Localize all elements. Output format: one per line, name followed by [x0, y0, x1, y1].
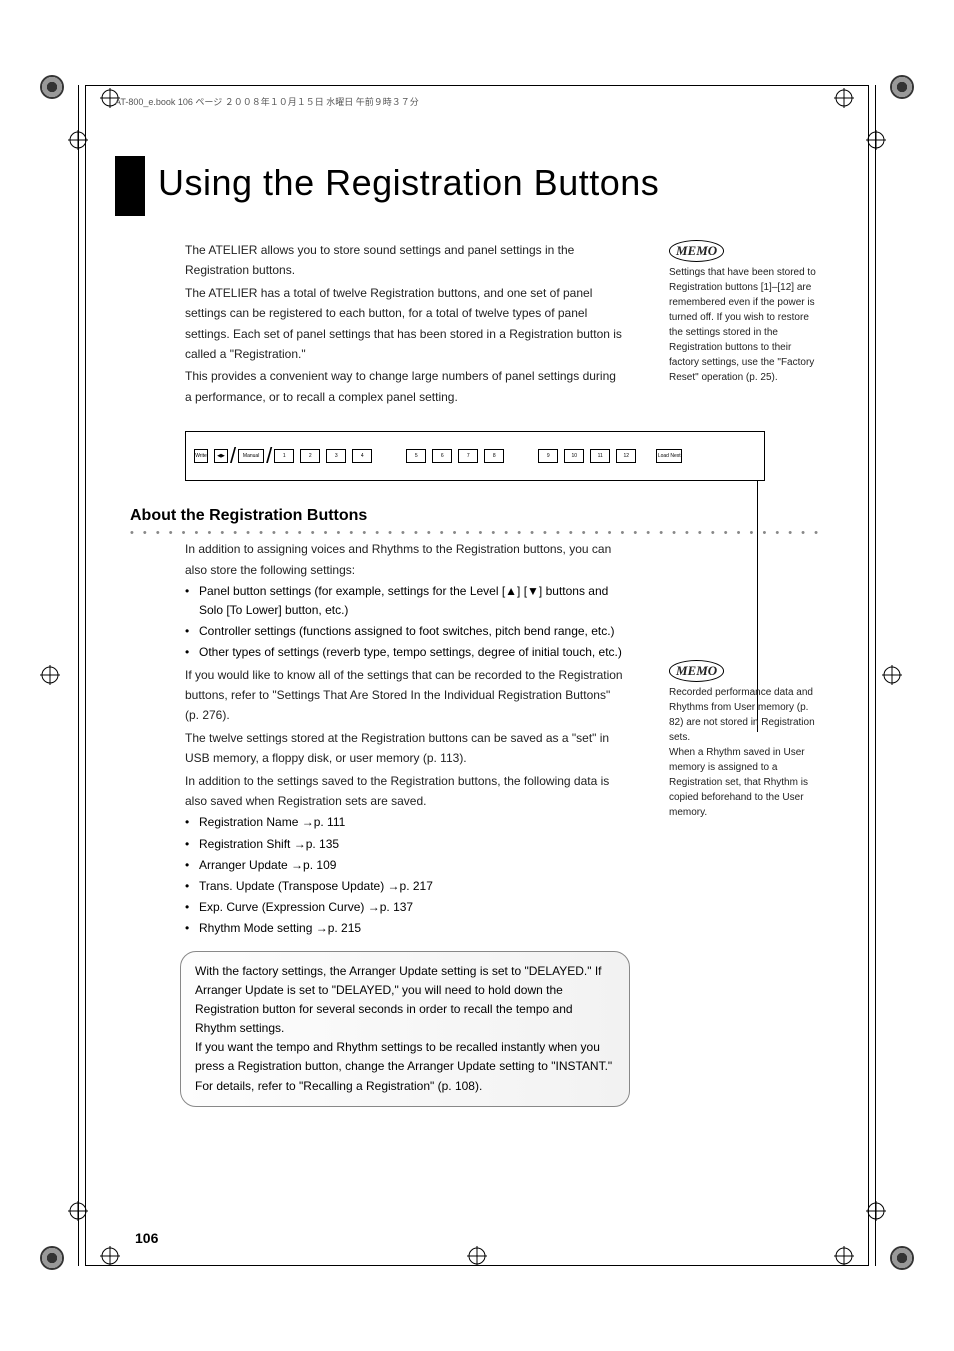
- dotted-rule: • • • • • • • • • • • • • • • • • • • • …: [130, 527, 824, 539]
- diag-num-button: 4: [352, 449, 372, 463]
- crop-mark-tr: [884, 75, 914, 105]
- page-title: Using the Registration Buttons: [158, 162, 659, 204]
- saved-data-list: Registration Name →p. 111 Registration S…: [185, 813, 625, 938]
- chapter-tab: [115, 156, 145, 216]
- diag-manual-button: Manual: [238, 449, 264, 463]
- page-number: 106: [135, 1230, 158, 1246]
- registration-mark: [866, 1201, 886, 1221]
- crop-mark-br: [884, 1246, 914, 1276]
- memo-sidebar: MEMO Recorded performance data and Rhyth…: [669, 660, 824, 820]
- list-item: Trans. Update (Transpose Update) →p. 217: [185, 877, 625, 896]
- diag-num-button: 5: [406, 449, 426, 463]
- callout-note: With the factory settings, the Arranger …: [180, 951, 630, 1107]
- diag-num-button: 12: [616, 449, 636, 463]
- list-item: Other types of settings (reverb type, te…: [185, 643, 625, 662]
- callout-paragraph: With the factory settings, the Arranger …: [195, 962, 615, 1039]
- intro-section: The ATELIER allows you to store sound se…: [185, 240, 625, 407]
- memo-text: Settings that have been stored to Regist…: [669, 265, 824, 385]
- list-item: Rhythm Mode setting →p. 215: [185, 919, 625, 938]
- body-paragraph: If you would like to know all of the set…: [185, 665, 625, 812]
- list-item: Registration Shift →p. 135: [185, 835, 625, 854]
- memo-sidebar: MEMO Settings that have been stored to R…: [669, 240, 824, 385]
- crop-mark-bl: [40, 1246, 70, 1276]
- list-item: Arranger Update →p. 109: [185, 856, 625, 875]
- diag-num-button: 9: [538, 449, 558, 463]
- intro-paragraph: The ATELIER allows you to store sound se…: [185, 240, 625, 281]
- registration-button-diagram: Write ◀▶ / Manual / 1 2 3 4 5 6 7 8 9 10…: [185, 431, 765, 481]
- diag-num-button: 2: [300, 449, 320, 463]
- diag-num-button: 11: [590, 449, 610, 463]
- diag-num-button: 8: [484, 449, 504, 463]
- crop-mark-tl: [40, 75, 70, 105]
- callout-paragraph: If you want the tempo and Rhythm setting…: [195, 1038, 615, 1096]
- memo-label: MEMO: [669, 240, 724, 262]
- settings-list: Panel button settings (for example, sett…: [185, 582, 625, 663]
- list-item: Controller settings (functions assigned …: [185, 622, 625, 641]
- intro-paragraph: The ATELIER has a total of twelve Regist…: [185, 283, 625, 365]
- memo-text: When a Rhythm saved in User memory is as…: [669, 745, 824, 820]
- intro-paragraph: This provides a convenient way to change…: [185, 366, 625, 407]
- memo-text: Recorded performance data and Rhythms fr…: [669, 685, 824, 745]
- diag-arrow-button: ◀▶: [214, 449, 228, 463]
- diag-num-button: 1: [274, 449, 294, 463]
- diag-num-button: 10: [564, 449, 584, 463]
- diag-num-button: 3: [326, 449, 346, 463]
- inner-margin-line: [875, 85, 876, 1266]
- memo-label: MEMO: [669, 660, 724, 682]
- diag-slash: /: [230, 443, 236, 469]
- diag-write-button: Write: [194, 449, 208, 463]
- registration-mark: [866, 130, 886, 150]
- diag-num-button: 6: [432, 449, 452, 463]
- registration-mark: [40, 665, 60, 685]
- section-heading: About the Registration Buttons: [130, 507, 824, 525]
- diag-load-button: Load Next: [656, 449, 682, 463]
- list-item: Exp. Curve (Expression Curve) →p. 137: [185, 898, 625, 917]
- diag-num-button: 7: [458, 449, 478, 463]
- body-paragraph: In addition to assigning voices and Rhyt…: [185, 539, 625, 580]
- registration-mark: [882, 665, 902, 685]
- inner-margin-line: [78, 85, 79, 1266]
- list-item: Registration Name →p. 111: [185, 813, 625, 832]
- diag-slash: /: [266, 443, 272, 469]
- book-header: AT-800_e.book 106 ページ ２００８年１０月１５日 水曜日 午前…: [115, 95, 419, 108]
- list-item: Panel button settings (for example, sett…: [185, 582, 625, 620]
